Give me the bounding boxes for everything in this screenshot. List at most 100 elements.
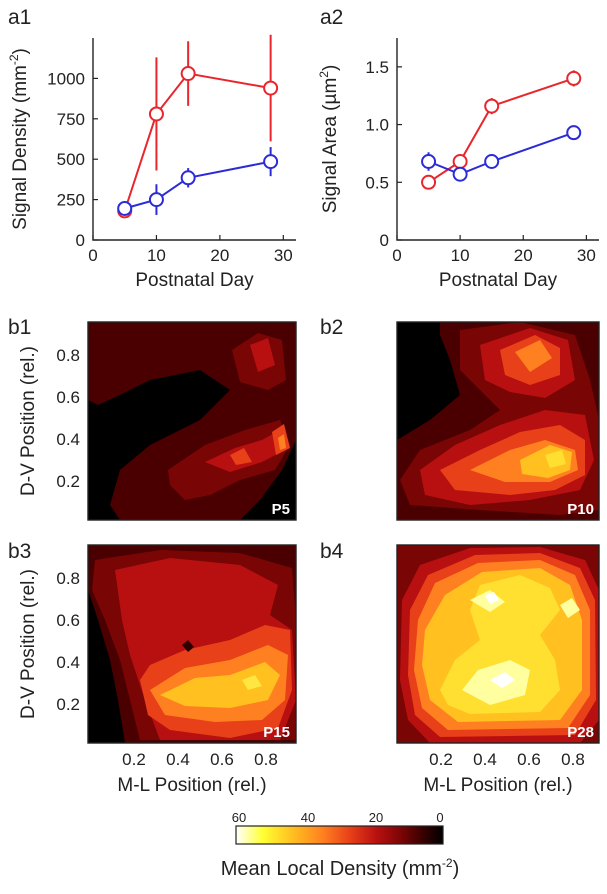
colorbar-tick-label: 40 bbox=[301, 810, 315, 825]
age-label-b2: P10 bbox=[567, 501, 594, 518]
xtick-label: 0.8 bbox=[254, 750, 278, 769]
xtick-label: 20 bbox=[514, 246, 533, 265]
series-1-point bbox=[484, 154, 500, 170]
contour-level-7 bbox=[485, 592, 515, 688]
colorbar-label: Mean Local Density (mm-2) bbox=[221, 856, 460, 880]
heatmap-xticks-b4: 0.2 0.4 0.6 0.8 bbox=[429, 750, 585, 769]
y-axis-label-close: ) bbox=[10, 48, 31, 54]
age-label-b3: P15 bbox=[263, 724, 290, 741]
ytick-label: 1.0 bbox=[365, 116, 389, 135]
heatmap-xlabel-left: M-L Position (rel.) bbox=[117, 775, 266, 796]
y-axis-label-sup: -2 bbox=[7, 54, 21, 65]
heatmap-ylabel-top: D-V Position (rel.) bbox=[18, 346, 39, 496]
heatmap-xlabel-right: M-L Position (rel.) bbox=[423, 775, 572, 796]
xtick-label: 0.2 bbox=[429, 750, 453, 769]
ytick-label: 750 bbox=[57, 110, 85, 129]
x-axis-label: Postnatal Day bbox=[439, 270, 558, 291]
axes bbox=[396, 38, 599, 241]
series-0-point bbox=[148, 106, 164, 122]
age-label-b1: P5 bbox=[272, 501, 290, 518]
series-0-point bbox=[566, 70, 582, 86]
heatmap-yticks-b1: 0.8 0.6 0.4 0.2 bbox=[56, 346, 80, 491]
panel-label-b2: b2 bbox=[320, 316, 343, 339]
series-0-line bbox=[123, 72, 271, 212]
y-axis-label-sup: 2 bbox=[317, 71, 331, 78]
contour-dark-spot bbox=[182, 640, 194, 652]
y-axis-label-close: ) bbox=[320, 65, 341, 71]
panel-label-a2: a2 bbox=[320, 6, 343, 29]
series-1-point bbox=[452, 166, 468, 182]
xtick-label: 0.6 bbox=[517, 750, 541, 769]
ytick-label: 1.5 bbox=[365, 58, 389, 77]
contour-hotspot bbox=[560, 598, 580, 618]
ytick-label: 1000 bbox=[47, 69, 85, 88]
colorbar-tick-label: 0 bbox=[436, 810, 443, 825]
xtick-label: 0.8 bbox=[561, 750, 585, 769]
series-1-point bbox=[117, 200, 133, 216]
ytick-label: 0.4 bbox=[56, 653, 80, 672]
heatmap-xticks-b3: 0.2 0.4 0.6 0.8 bbox=[122, 750, 278, 769]
series-1-point bbox=[263, 154, 279, 170]
heatmap-frame-b1 bbox=[87, 321, 297, 521]
ytick-label: 0 bbox=[76, 231, 85, 250]
series-1-point bbox=[180, 170, 196, 186]
ytick-label: 0.6 bbox=[56, 611, 80, 630]
colorbar-label-text: Mean Local Density (mm bbox=[221, 858, 442, 880]
heatmap-yticks-b3: 0.8 0.6 0.4 0.2 bbox=[56, 569, 80, 714]
xtick-label: 0.2 bbox=[122, 750, 146, 769]
contour-level-5 bbox=[440, 575, 560, 714]
series-1-point bbox=[148, 192, 164, 208]
xtick-label: 0.4 bbox=[166, 750, 190, 769]
series-1-line bbox=[124, 160, 271, 210]
xtick-label: 0 bbox=[88, 246, 97, 265]
ytick-label: 0.8 bbox=[56, 569, 80, 588]
panel-label-b1: b1 bbox=[8, 316, 31, 339]
ytick-label: 0 bbox=[380, 231, 389, 250]
ytick-label: 500 bbox=[57, 150, 85, 169]
y-axis-label-text: Signal Area (µm bbox=[320, 78, 341, 214]
colorbar: 60 40 20 0 Mean Local Density (mm-2) bbox=[221, 810, 460, 880]
panel-label-a1: a1 bbox=[8, 6, 31, 29]
xtick-label: 10 bbox=[147, 246, 166, 265]
ytick-label: 0.2 bbox=[56, 472, 80, 491]
series-0-line bbox=[428, 77, 575, 184]
series-0-point bbox=[484, 98, 500, 114]
colorbar-tick-label: 20 bbox=[369, 810, 383, 825]
ytick-label: 0.6 bbox=[56, 388, 80, 407]
xtick-label: 10 bbox=[451, 246, 470, 265]
series-0-point bbox=[180, 66, 196, 82]
heatmap-frame-b2 bbox=[396, 321, 600, 521]
contour-level-7 bbox=[545, 450, 566, 468]
xtick-label: 20 bbox=[210, 246, 229, 265]
chart-a1: 0 10 20 30 0 250 500 750 1000 Postnatal Day Signal… bbox=[7, 34, 296, 291]
heatmap-b2 bbox=[397, 322, 599, 520]
panel-label-b3: b3 bbox=[8, 540, 31, 563]
chart-a2: 0 10 20 30 0 0.5 1.0 1.5 Postnatal Day Signal Are… bbox=[317, 38, 599, 291]
ytick-label: 0.8 bbox=[56, 346, 80, 365]
y-axis-label: Signal Density (mm-2) bbox=[7, 48, 31, 230]
ytick-label: 0.5 bbox=[365, 173, 389, 192]
colorbar-label-close: ) bbox=[453, 858, 460, 880]
series-1-line bbox=[428, 131, 575, 176]
ytick-label: 250 bbox=[57, 191, 85, 210]
colorbar-label-sup: -2 bbox=[442, 856, 453, 870]
series-1-point bbox=[421, 154, 437, 170]
y-axis-label: Signal Area (µm2) bbox=[317, 65, 341, 214]
age-label-b4: P28 bbox=[567, 724, 594, 741]
contour-level-6 bbox=[160, 662, 280, 708]
contour-level-4 bbox=[230, 424, 290, 465]
contour-level-5 bbox=[278, 434, 286, 450]
heatmap-ylabel-bottom: D-V Position (rel.) bbox=[18, 569, 39, 719]
colorbar-gradient bbox=[235, 825, 444, 845]
heatmap-frame-b4 bbox=[396, 544, 600, 744]
x-axis-label: Postnatal Day bbox=[135, 270, 254, 291]
ytick-label: 0.2 bbox=[56, 695, 80, 714]
contour-level-3 bbox=[205, 338, 285, 472]
xtick-label: 30 bbox=[577, 246, 596, 265]
series-0-point bbox=[421, 174, 437, 190]
xtick-label: 30 bbox=[274, 246, 293, 265]
contour-level-6 bbox=[462, 590, 530, 705]
series-0-point bbox=[263, 80, 279, 96]
colorbar-tick-label: 60 bbox=[232, 810, 246, 825]
series-1-point bbox=[566, 125, 582, 141]
